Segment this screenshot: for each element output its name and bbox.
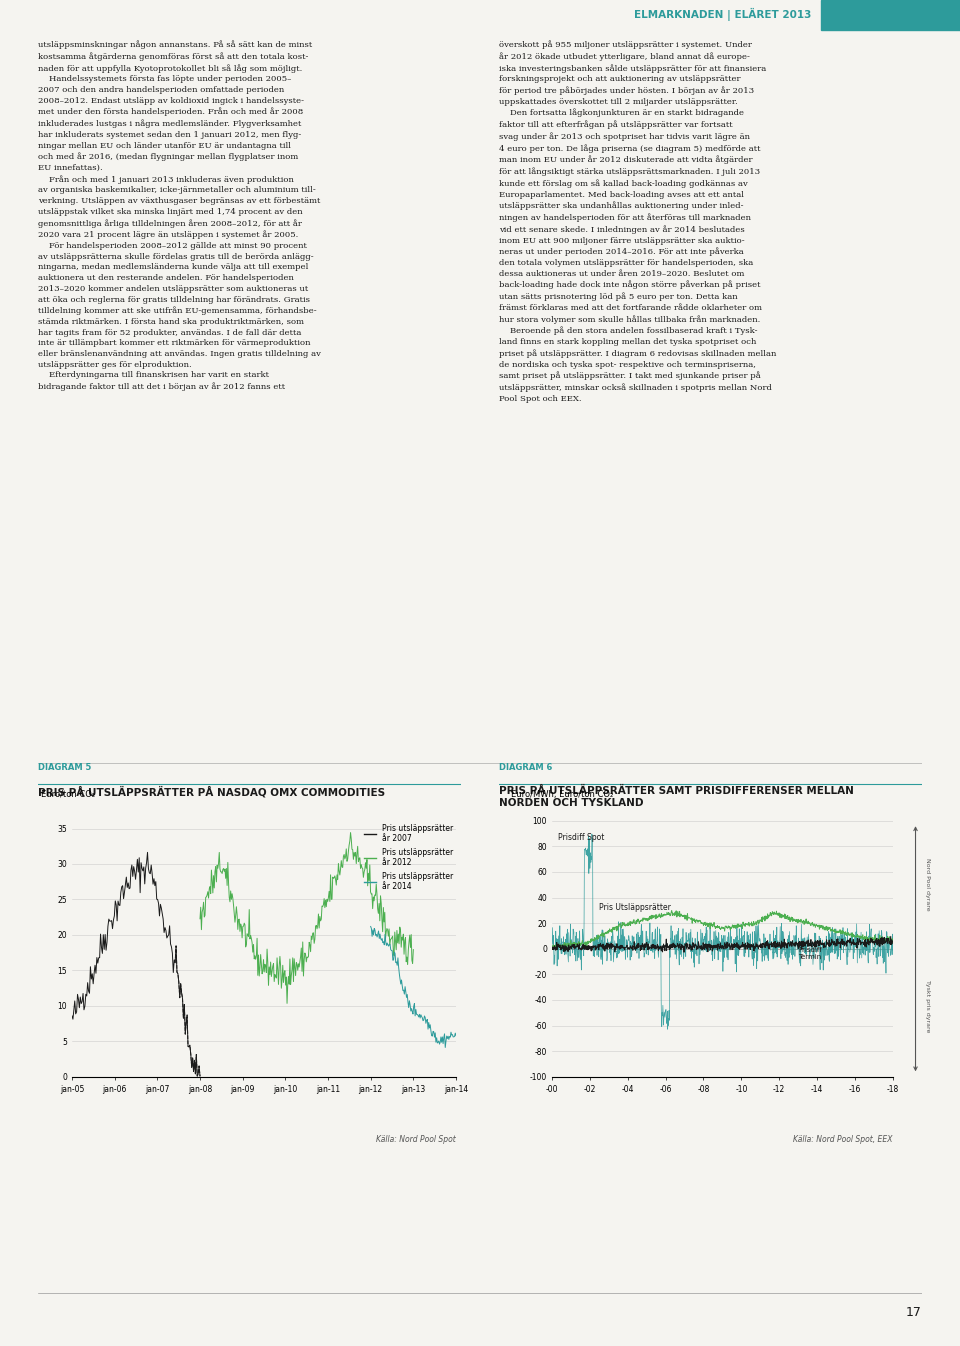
Text: Pris Utsläppsrätter: Pris Utsläppsrätter xyxy=(599,903,671,913)
Text: Källa: Nord Pool Spot: Källa: Nord Pool Spot xyxy=(376,1135,456,1144)
Text: DIAGRAM 5: DIAGRAM 5 xyxy=(38,763,92,773)
Text: Källa: Nord Pool Spot, EEX: Källa: Nord Pool Spot, EEX xyxy=(793,1135,893,1144)
Legend: Pris utsläppsrätter
år 2007, Pris utsläppsrätter
år 2012, Pris utsläppsrätter
år: Pris utsläppsrätter år 2007, Pris utsläp… xyxy=(361,821,456,894)
Text: Tyskt pris dyrare: Tyskt pris dyrare xyxy=(925,980,930,1032)
Text: överskott på 955 miljoner utsläppsrätter i systemet. Under
år 2012 ökade utbudet: överskott på 955 miljoner utsläppsrätter… xyxy=(499,40,777,402)
Text: ELMARKNADEN | ELÄRET 2013: ELMARKNADEN | ELÄRET 2013 xyxy=(634,8,811,22)
Text: 17: 17 xyxy=(905,1306,922,1319)
Text: Nord Pool dyrare: Nord Pool dyrare xyxy=(925,859,930,911)
Text: Prisdiff Spot: Prisdiff Spot xyxy=(558,833,604,843)
Text: Prisdiff
Termin: Prisdiff Termin xyxy=(798,948,822,960)
Bar xyxy=(821,0,960,30)
Text: Euro/MWh, Euro/ton CO₂: Euro/MWh, Euro/ton CO₂ xyxy=(511,790,613,798)
Text: DIAGRAM 6: DIAGRAM 6 xyxy=(499,763,553,773)
Text: utsläppsminskningar någon annanstans. På så sätt kan de minst
kostsamma åtgärder: utsläppsminskningar någon annanstans. På… xyxy=(38,40,322,392)
Text: PRIS PÅ UTSLÄPPSRÄTTER PÅ NASDAQ OMX COMMODITIES: PRIS PÅ UTSLÄPPSRÄTTER PÅ NASDAQ OMX COM… xyxy=(38,786,386,798)
Text: Euro/ton CO₂: Euro/ton CO₂ xyxy=(41,790,95,798)
Text: PRIS PÅ UTSLÄPPSRÄTTER SAMT PRISDIFFERENSER MELLAN
NORDEN OCH TYSKLAND: PRIS PÅ UTSLÄPPSRÄTTER SAMT PRISDIFFEREN… xyxy=(499,786,854,808)
